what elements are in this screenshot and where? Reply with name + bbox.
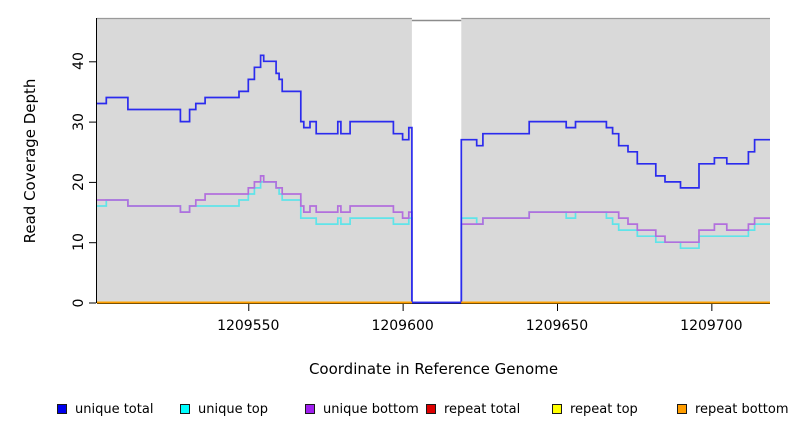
legend: unique total unique top unique bottom re… — [0, 398, 792, 422]
repeat-bottom-swatch-icon — [677, 404, 687, 414]
x-tick-label-1209600: 1209600 — [371, 318, 434, 334]
series-line-unique-top — [97, 181, 770, 304]
y-axis-title: Read Coverage Depth — [21, 78, 39, 243]
x-axis-title: Coordinate in Reference Genome — [308, 360, 559, 378]
legend-item-unique-total: unique total — [57, 398, 153, 420]
x-tick-label-1209550: 1209550 — [217, 318, 280, 334]
y-tick-label-20: 20 — [71, 172, 87, 191]
y-tick-label-10: 10 — [71, 233, 87, 252]
coverage-gap-region — [411, 13, 462, 302]
legend-label-unique-bottom: unique bottom — [323, 401, 419, 417]
series-line-unique-bottom — [97, 175, 770, 304]
y-tick-label-30: 30 — [71, 112, 87, 131]
repeat-total-swatch-icon — [426, 404, 436, 414]
legend-label-unique-total: unique total — [75, 401, 154, 417]
unique-total-swatch-icon — [57, 404, 67, 414]
legend-item-repeat-top: repeat top — [552, 398, 638, 420]
series-line-unique-total — [97, 54, 770, 304]
legend-label-repeat-bottom: repeat bottom — [695, 401, 789, 417]
legend-label-repeat-total: repeat total — [444, 401, 521, 417]
legend-item-repeat-total: repeat total — [426, 398, 520, 420]
x-tick-label-1209700: 1209700 — [680, 318, 743, 334]
repeat-top-swatch-icon — [552, 404, 562, 414]
legend-item-repeat-bottom: repeat bottom — [677, 398, 789, 420]
y-tick-label-40: 40 — [71, 52, 87, 71]
x-tick-label-1209650: 1209650 — [525, 318, 589, 334]
legend-label-unique-top: unique top — [198, 401, 269, 417]
unique-top-swatch-icon — [180, 404, 190, 414]
legend-item-unique-bottom: unique bottom — [305, 398, 419, 420]
legend-item-unique-top: unique top — [180, 398, 268, 420]
legend-label-repeat-top: repeat top — [570, 401, 638, 417]
y-tick-label-0: 0 — [71, 298, 87, 307]
unique-bottom-swatch-icon — [305, 404, 315, 414]
